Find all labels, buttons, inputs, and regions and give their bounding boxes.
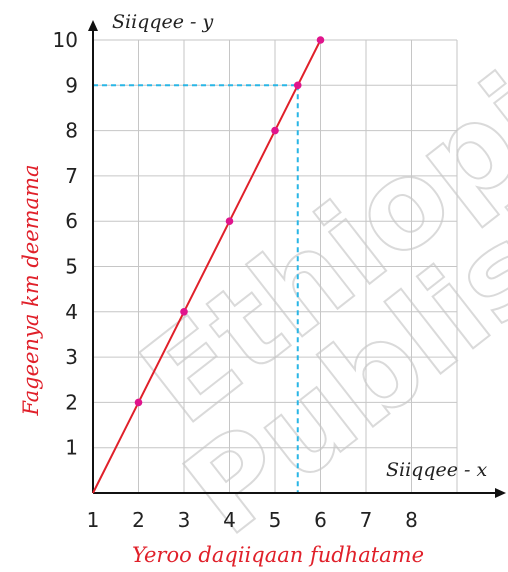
axes [88,20,506,498]
y-tick-label: 4 [65,300,78,324]
x-tick-label: 3 [178,508,191,532]
y-tick-label: 8 [65,119,78,143]
y-tick-label: 3 [65,345,78,369]
y-axis-arrow [88,20,98,31]
x-tick-label: 8 [405,508,418,532]
data-point [134,398,143,407]
x-tick-label: 6 [314,508,327,532]
x-tick-label: 2 [132,508,145,532]
guide-lines [93,84,299,493]
x-axis-title: Yeroo daqiiqaan fudhatame [132,543,424,567]
y-tick-label: 9 [65,73,78,97]
y-axis-title: Fageenya km deemama [19,164,43,416]
y-tick-label: 2 [65,390,78,414]
data-point [271,126,279,135]
data-point [225,217,234,225]
x-tick-label: 1 [87,508,100,532]
tick-labels: 1 2 3 4 5 6 7 8 1 2 3 4 5 6 7 8 9 10 [53,28,418,532]
y-tick-label: 1 [65,436,78,460]
y-tick-label: 10 [53,28,78,52]
y-tick-label: 5 [65,255,78,279]
x-tick-label: 7 [360,508,373,532]
y-tick-label: 7 [65,164,78,188]
series [92,36,325,494]
y-axis-label: Siiqqee - y [112,11,213,33]
y-tick-label: 6 [65,209,78,233]
x-axis-arrow [495,488,506,498]
x-axis-label: Siiqqee - x [386,459,487,481]
x-tick-label: 5 [269,508,282,532]
x-tick-label: 4 [223,508,236,532]
data-point [316,36,325,44]
data-point [180,308,188,316]
data-point [293,81,302,90]
